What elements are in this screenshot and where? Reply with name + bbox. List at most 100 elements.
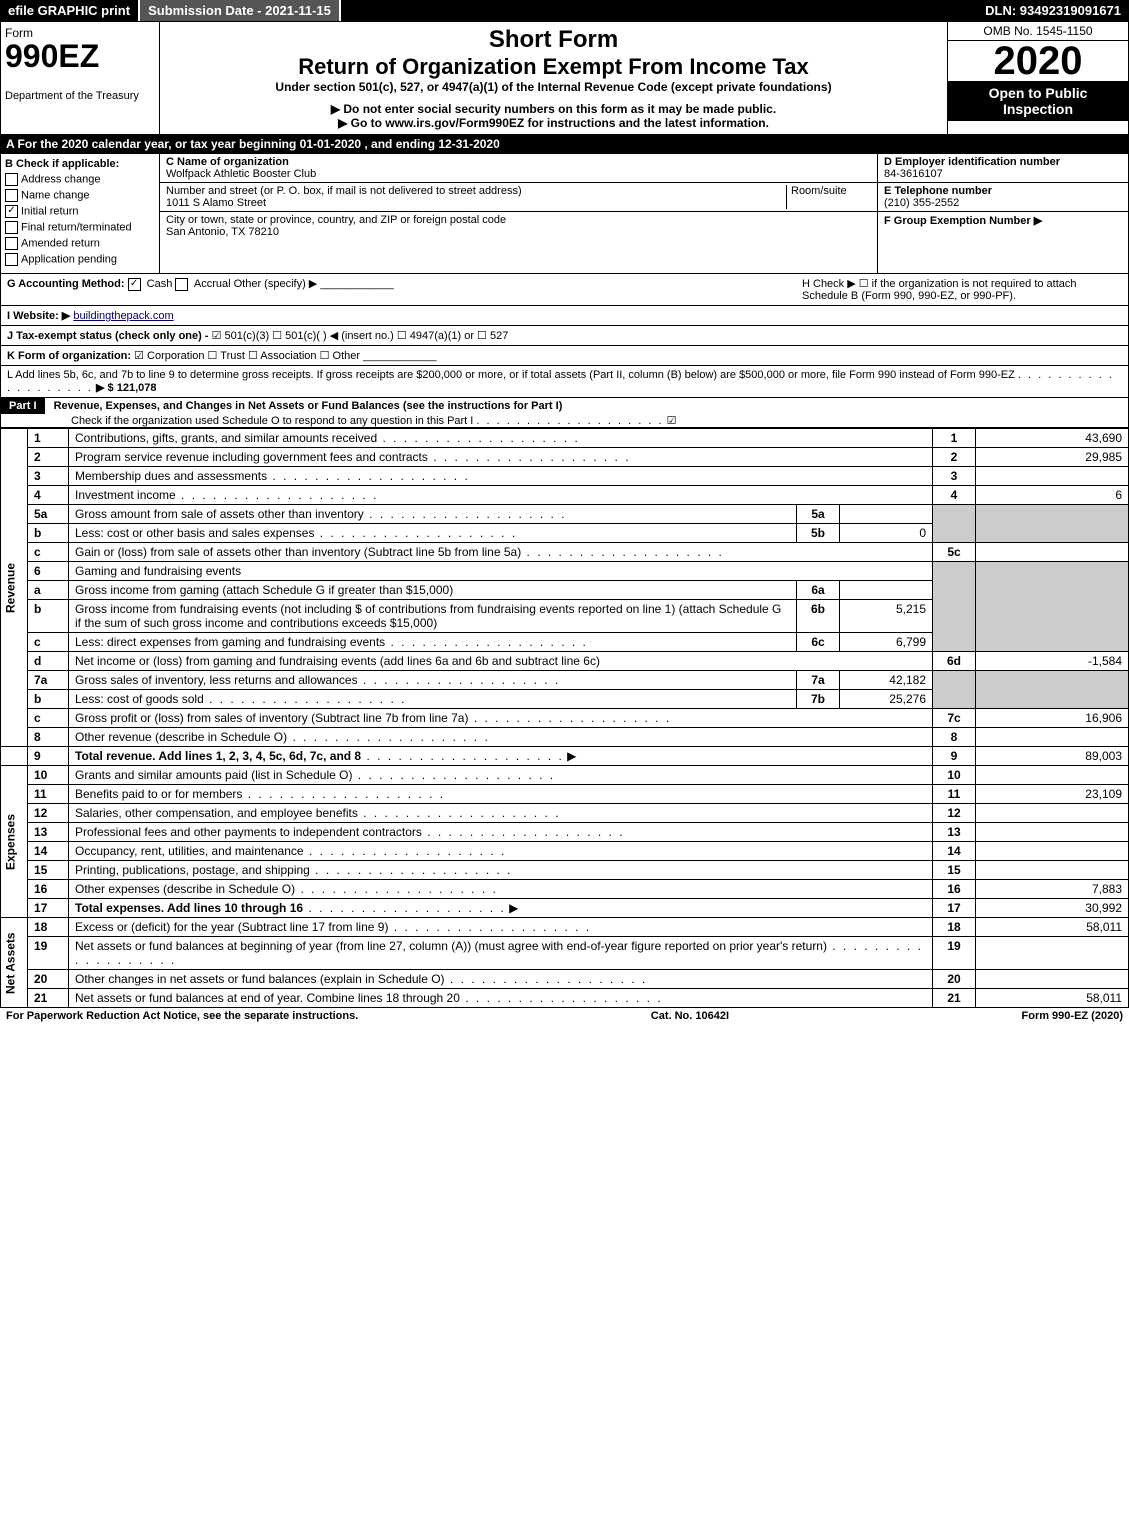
- ein-value: 84-3616107: [884, 168, 943, 180]
- checkbox-accrual[interactable]: [175, 278, 188, 291]
- l18-amt: 58,011: [976, 918, 1129, 937]
- part1-check-text: Check if the organization used Schedule …: [1, 415, 473, 427]
- l1-ln: 1: [933, 429, 976, 448]
- vlabel-netassets: Net Assets: [1, 918, 28, 1008]
- checkbox-amended[interactable]: [5, 237, 18, 250]
- l6c-sn: 6c: [797, 633, 840, 652]
- l7b-desc: Less: cost of goods sold: [75, 692, 204, 706]
- l7c-ln: 7c: [933, 709, 976, 728]
- l7c-num: c: [28, 709, 69, 728]
- l6c-desc: Less: direct expenses from gaming and fu…: [75, 635, 385, 649]
- dept-label: Department of the Treasury: [5, 90, 155, 102]
- b-header: B Check if applicable:: [5, 158, 155, 170]
- l5c-num: c: [28, 543, 69, 562]
- top-bar: efile GRAPHIC print Submission Date - 20…: [0, 0, 1129, 21]
- goto-link[interactable]: ▶ Go to www.irs.gov/Form990EZ for instru…: [164, 116, 943, 130]
- l9-desc: Total revenue. Add lines 1, 2, 3, 4, 5c,…: [75, 749, 361, 763]
- l2-ln: 2: [933, 448, 976, 467]
- l5c-amt: [976, 543, 1129, 562]
- vlabel-expenses: Expenses: [1, 766, 28, 918]
- l8-desc: Other revenue (describe in Schedule O): [75, 730, 287, 744]
- l12-ln: 12: [933, 804, 976, 823]
- l21-amt: 58,011: [976, 989, 1129, 1008]
- l6-desc: Gaming and fundraising events: [69, 562, 933, 581]
- part1-header-row: Part I Revenue, Expenses, and Changes in…: [0, 398, 1129, 428]
- l13-ln: 13: [933, 823, 976, 842]
- d-label: D Employer identification number: [884, 156, 1060, 168]
- l21-ln: 21: [933, 989, 976, 1008]
- l7a-desc: Gross sales of inventory, less returns a…: [75, 673, 358, 687]
- l20-amt: [976, 970, 1129, 989]
- l10-amt: [976, 766, 1129, 785]
- l12-num: 12: [28, 804, 69, 823]
- l13-desc: Professional fees and other payments to …: [75, 825, 422, 839]
- l4-amt: 6: [976, 486, 1129, 505]
- row-gh: G Accounting Method: ✓ Cash Accrual Othe…: [0, 274, 1129, 306]
- l7b-sn: 7b: [797, 690, 840, 709]
- checkbox-initial[interactable]: ✓: [5, 205, 18, 218]
- l1-desc: Contributions, gifts, grants, and simila…: [75, 431, 377, 445]
- l14-ln: 14: [933, 842, 976, 861]
- l14-desc: Occupancy, rent, utilities, and maintena…: [75, 844, 304, 858]
- short-form-title: Short Form: [164, 26, 943, 54]
- final-return: Final return/terminated: [21, 221, 132, 233]
- l11-num: 11: [28, 785, 69, 804]
- row-l: L Add lines 5b, 6c, and 7b to line 9 to …: [0, 366, 1129, 398]
- l1-amt: 43,690: [976, 429, 1129, 448]
- submission-date: Submission Date - 2021-11-15: [140, 0, 341, 21]
- l6a-num: a: [28, 581, 69, 600]
- l8-ln: 8: [933, 728, 976, 747]
- l17-num: 17: [28, 899, 69, 918]
- checkbox-final[interactable]: [5, 221, 18, 234]
- l4-ln: 4: [933, 486, 976, 505]
- room-label: Room/suite: [786, 185, 871, 209]
- l18-ln: 18: [933, 918, 976, 937]
- l14-amt: [976, 842, 1129, 861]
- page-footer: For Paperwork Reduction Act Notice, see …: [0, 1008, 1129, 1024]
- l21-num: 21: [28, 989, 69, 1008]
- l19-amt: [976, 937, 1129, 970]
- amended-return: Amended return: [21, 237, 100, 249]
- l6d-num: d: [28, 652, 69, 671]
- checkbox-address[interactable]: [5, 173, 18, 186]
- l-text: L Add lines 5b, 6c, and 7b to line 9 to …: [7, 369, 1015, 381]
- l6b-desc: Gross income from fundraising events (no…: [75, 602, 781, 630]
- l3-amt: [976, 467, 1129, 486]
- l6a-desc: Gross income from gaming (attach Schedul…: [75, 583, 453, 597]
- header-center: Short Form Return of Organization Exempt…: [160, 22, 947, 134]
- l-amount: ▶ $ 121,078: [96, 382, 156, 394]
- g-label: G Accounting Method:: [7, 278, 125, 290]
- checkbox-cash[interactable]: ✓: [128, 278, 141, 291]
- initial-return: Initial return: [21, 205, 78, 217]
- city-value: San Antonio, TX 78210: [166, 226, 279, 238]
- l12-amt: [976, 804, 1129, 823]
- l20-desc: Other changes in net assets or fund bala…: [75, 972, 445, 986]
- dln-label: DLN: 93492319091671: [977, 0, 1129, 21]
- row-k: K Form of organization: ☑ Corporation ☐ …: [0, 346, 1129, 366]
- l20-num: 20: [28, 970, 69, 989]
- tax-year-row: A For the 2020 calendar year, or tax yea…: [0, 135, 1129, 153]
- ssn-warning: ▶ Do not enter social security numbers o…: [164, 102, 943, 116]
- l5b-sn: 5b: [797, 524, 840, 543]
- l16-num: 16: [28, 880, 69, 899]
- checkbox-pending[interactable]: [5, 253, 18, 266]
- l11-amt: 23,109: [976, 785, 1129, 804]
- l15-num: 15: [28, 861, 69, 880]
- l9-num: 9: [28, 747, 69, 766]
- checkbox-name[interactable]: [5, 189, 18, 202]
- city-label: City or town, state or province, country…: [166, 214, 506, 226]
- name-change: Name change: [21, 189, 90, 201]
- l2-desc: Program service revenue including govern…: [75, 450, 428, 464]
- section-b: B Check if applicable: Address change Na…: [1, 154, 160, 273]
- l4-desc: Investment income: [75, 488, 176, 502]
- org-name: Wolfpack Athletic Booster Club: [166, 168, 871, 180]
- l21-desc: Net assets or fund balances at end of ye…: [75, 991, 460, 1005]
- l5a-sv: [840, 505, 933, 524]
- l12-desc: Salaries, other compensation, and employ…: [75, 806, 358, 820]
- l15-ln: 15: [933, 861, 976, 880]
- part1-checkbox[interactable]: ☑: [667, 415, 677, 427]
- l16-ln: 16: [933, 880, 976, 899]
- header-right: OMB No. 1545-1150 2020 Open to Public In…: [947, 22, 1128, 134]
- website-link[interactable]: buildingthepack.com: [73, 310, 173, 322]
- l10-ln: 10: [933, 766, 976, 785]
